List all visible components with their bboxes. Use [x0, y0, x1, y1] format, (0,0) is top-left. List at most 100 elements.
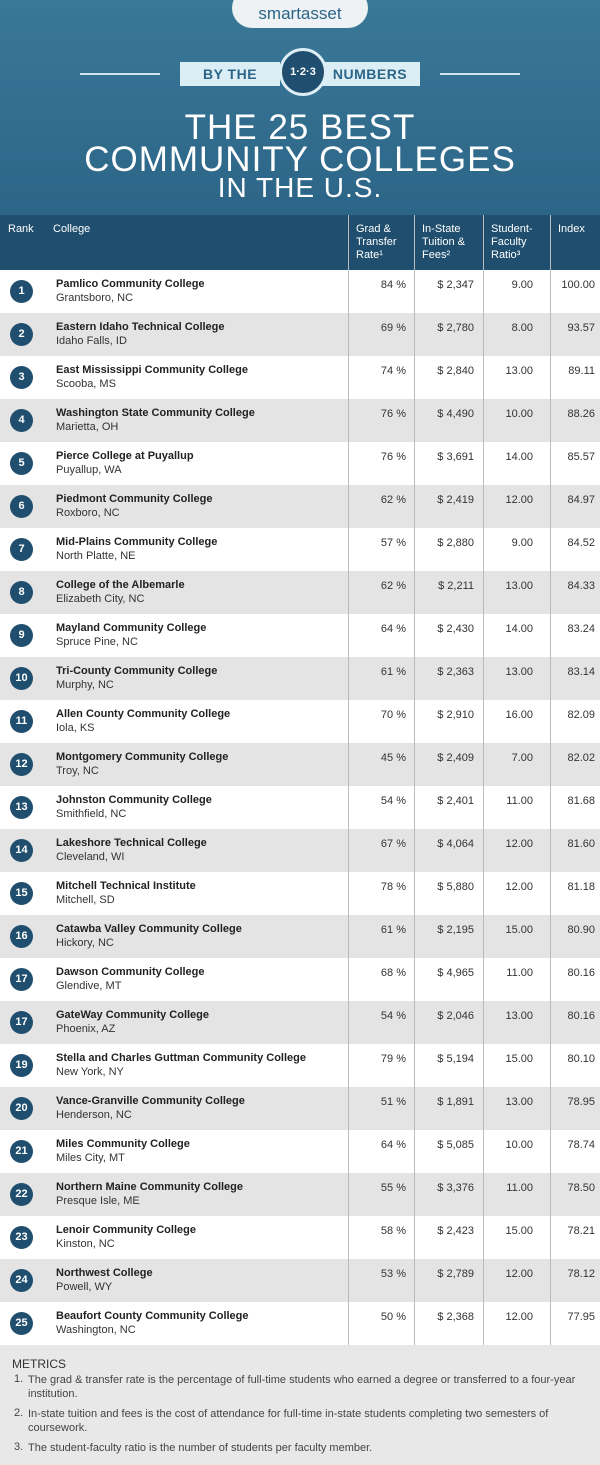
- ratio: 13.00: [505, 365, 533, 377]
- college-name: Montgomery Community College: [56, 751, 229, 763]
- rank-badge: 23: [10, 1226, 33, 1249]
- index: 81.18: [567, 881, 595, 893]
- grad-rate: 64 %: [380, 1139, 406, 1151]
- grad-rate: 64 %: [380, 623, 406, 635]
- index: 89.11: [568, 365, 595, 377]
- college-location: North Platte, NE: [56, 550, 136, 562]
- table-row: 17 GateWay Community College Phoenix, AZ 54…: [0, 1001, 600, 1044]
- index: 100.00: [561, 279, 595, 291]
- college-name: Eastern Idaho Technical College: [56, 321, 225, 333]
- college-name: Beaufort County Community College: [56, 1310, 249, 1322]
- tuition: $ 3,691: [437, 451, 474, 463]
- metric-text: The student-faculty ratio is the number …: [28, 1442, 373, 1454]
- rank-badge: 24: [10, 1269, 33, 1292]
- rank-badge: 13: [10, 796, 33, 819]
- college-name: Stella and Charles Guttman Community Col…: [56, 1052, 306, 1064]
- index: 78.21: [567, 1225, 595, 1237]
- grad-rate: 58 %: [380, 1225, 406, 1237]
- table-row: 7 Mid-Plains Community College North Platt…: [0, 528, 600, 571]
- ratio: 10.00: [505, 1139, 533, 1151]
- ratio: 13.00: [505, 666, 533, 678]
- ratio: 11.00: [506, 795, 533, 807]
- table-row: 13 Johnston Community College Smithfield, …: [0, 786, 600, 829]
- index: 83.14: [567, 666, 595, 678]
- table-row: 14 Lakeshore Technical College Cleveland, …: [0, 829, 600, 872]
- grad-rate: 68 %: [380, 967, 406, 979]
- college-name: Lakeshore Technical College: [56, 837, 207, 849]
- ratio: 12.00: [505, 881, 533, 893]
- college-location: New York, NY: [56, 1066, 124, 1078]
- rank-badge: 21: [10, 1140, 33, 1163]
- rank-badge: 10: [10, 667, 33, 690]
- ratio: 12.00: [505, 838, 533, 850]
- index: 84.33: [567, 580, 595, 592]
- college-name: Mid-Plains Community College: [56, 536, 218, 548]
- index: 81.68: [567, 795, 595, 807]
- ratio: 12.00: [505, 494, 533, 506]
- index: 80.90: [567, 924, 595, 936]
- college-location: Phoenix, AZ: [56, 1023, 116, 1035]
- table-row: 3 East Mississippi Community College Scoob…: [0, 356, 600, 399]
- college-name: East Mississippi Community College: [56, 364, 248, 376]
- column-divider: [414, 215, 415, 1345]
- college-location: Miles City, MT: [56, 1152, 125, 1164]
- rank-badge: 6: [10, 495, 33, 518]
- table-row: 22 Northern Maine Community College Presqu…: [0, 1173, 600, 1216]
- rank-badge: 1: [10, 280, 33, 303]
- ratio: 15.00: [505, 924, 533, 936]
- grad-rate: 61 %: [380, 666, 406, 678]
- tuition: $ 2,363: [437, 666, 474, 678]
- college-name: Catawba Valley Community College: [56, 923, 242, 935]
- brand: smartasset: [232, 0, 368, 28]
- college-name: Piedmont Community College: [56, 493, 213, 505]
- index: 78.50: [567, 1182, 595, 1194]
- index: 77.95: [567, 1311, 595, 1323]
- college-name: Pierce College at Puyallup: [56, 450, 194, 462]
- college-location: Hickory, NC: [56, 937, 114, 949]
- tuition: $ 2,423: [437, 1225, 474, 1237]
- metric-marker: 1.: [14, 1373, 24, 1385]
- ratio: 14.00: [505, 451, 533, 463]
- tuition: $ 4,965: [437, 967, 474, 979]
- college-name: College of the Albemarle: [56, 579, 185, 591]
- college-name: Mitchell Technical Institute: [56, 880, 196, 892]
- college-location: Troy, NC: [56, 765, 99, 777]
- title-line: COMMUNITY COLLEGES: [84, 140, 516, 179]
- tuition: $ 2,401: [437, 795, 474, 807]
- tuition: $ 2,840: [437, 365, 474, 377]
- tuition: $ 2,419: [437, 494, 474, 506]
- grad-rate: 54 %: [380, 795, 406, 807]
- index: 80.10: [567, 1053, 595, 1065]
- rank-badge: 2: [10, 323, 33, 346]
- title-line: THE 25 BEST: [184, 108, 416, 147]
- ratio: 13.00: [505, 580, 533, 592]
- tuition: $ 2,195: [437, 924, 474, 936]
- ribbon-right: NUMBERS: [320, 62, 420, 86]
- college-location: Marietta, OH: [56, 421, 119, 433]
- index: 78.74: [567, 1139, 595, 1151]
- table-row: 8 College of the Albemarle Elizabeth City,…: [0, 571, 600, 614]
- tuition: $ 2,046: [437, 1010, 474, 1022]
- metrics-title: METRICS: [12, 1357, 66, 1371]
- rank-badge: 15: [10, 882, 33, 905]
- table-row: 16 Catawba Valley Community College Hickor…: [0, 915, 600, 958]
- column-header: In-State Tuition & Fees²: [422, 223, 466, 261]
- table-row: 19 Stella and Charles Guttman Community C…: [0, 1044, 600, 1087]
- index: 80.16: [567, 967, 595, 979]
- ratio: 10.00: [505, 408, 533, 420]
- tuition: $ 2,409: [437, 752, 474, 764]
- college-name: Johnston Community College: [56, 794, 212, 806]
- college-location: Presque Isle, ME: [56, 1195, 140, 1207]
- tuition: $ 2,780: [437, 322, 474, 334]
- metric-marker: 3.: [14, 1441, 24, 1453]
- ratio: 12.00: [505, 1311, 533, 1323]
- index: 88.26: [567, 408, 595, 420]
- table-row: 9 Mayland Community College Spruce Pine, N…: [0, 614, 600, 657]
- index: 84.97: [567, 494, 595, 506]
- metrics: METRICS 1. The grad & transfer rate is the…: [0, 1345, 600, 1465]
- ratio: 14.00: [505, 623, 533, 635]
- metric-text: In-state tuition and fees is the cost of…: [28, 1408, 549, 1434]
- rank-badge: 11: [10, 710, 33, 733]
- rank-badge: 3: [10, 366, 33, 389]
